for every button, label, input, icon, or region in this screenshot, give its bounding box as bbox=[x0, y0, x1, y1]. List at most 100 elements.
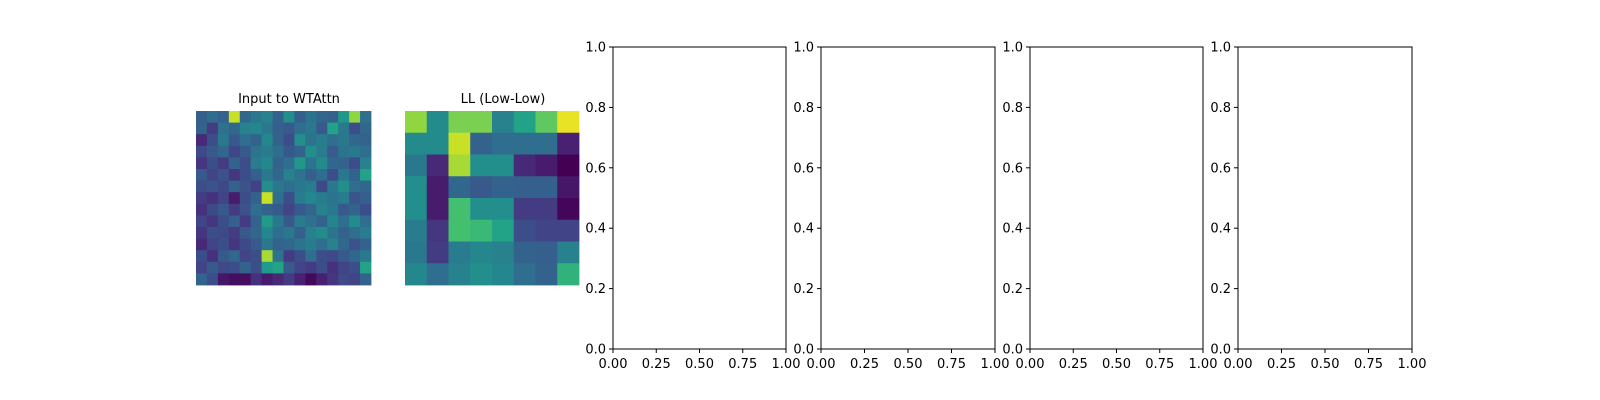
x-tick-label: 0.25 bbox=[850, 357, 879, 372]
y-tick-label: 0.6 bbox=[1002, 161, 1023, 176]
heatmap-cell bbox=[294, 203, 306, 216]
heatmap-cell bbox=[327, 134, 339, 147]
heatmap-cell bbox=[196, 157, 208, 170]
heatmap-cell bbox=[283, 111, 295, 123]
heatmap-cell bbox=[217, 261, 230, 274]
x-tick-label: 0.00 bbox=[807, 357, 836, 372]
x-tick-label: 0.25 bbox=[1059, 357, 1088, 372]
heatmap-cell bbox=[206, 180, 219, 193]
y-tick-label: 0.0 bbox=[1210, 343, 1231, 358]
heatmap-cell bbox=[316, 203, 328, 216]
heatmap-cell bbox=[305, 145, 317, 158]
heatmap-cell bbox=[228, 215, 241, 228]
heatmap-cell bbox=[196, 238, 208, 251]
heatmap-cell bbox=[492, 241, 515, 264]
heatmap-cell bbox=[272, 122, 284, 135]
x-tick-label: 0.50 bbox=[894, 357, 923, 372]
heatmap-cell bbox=[228, 238, 241, 251]
y-tick-label: 1.0 bbox=[1002, 41, 1023, 56]
heatmap-cell bbox=[360, 273, 372, 286]
heatmap-cell bbox=[261, 250, 273, 263]
heatmap-cell bbox=[206, 145, 219, 158]
heatmap-cell bbox=[513, 154, 536, 177]
heatmap-cell bbox=[349, 122, 361, 135]
heatmap-cell bbox=[360, 227, 372, 239]
heatmap-cell bbox=[261, 238, 273, 251]
heatmap-cell bbox=[492, 132, 515, 155]
heatmap-cell bbox=[272, 180, 284, 193]
x-tick-label: 0.50 bbox=[685, 357, 714, 372]
heatmap-cell bbox=[327, 238, 339, 251]
heatmap-cell bbox=[228, 111, 241, 123]
heatmap-cell bbox=[217, 273, 230, 286]
heatmap-cell bbox=[535, 241, 558, 264]
heatmap-cell bbox=[239, 203, 252, 216]
heatmap-cell bbox=[206, 250, 219, 263]
heatmap-cell bbox=[557, 111, 580, 134]
heatmap-cell bbox=[349, 157, 361, 170]
y-tick-label: 0.2 bbox=[1210, 282, 1231, 297]
heatmap-cell bbox=[305, 134, 317, 147]
heatmap-cell bbox=[360, 238, 372, 251]
heatmap-cell bbox=[349, 111, 361, 123]
heatmap-cell bbox=[305, 111, 317, 123]
heatmap-cell bbox=[250, 157, 263, 170]
heatmap-cell bbox=[217, 157, 230, 170]
heatmap-cell bbox=[283, 261, 295, 274]
heatmap-cell bbox=[196, 203, 208, 216]
heatmap-cell bbox=[239, 273, 252, 286]
heatmap-panel-input: Input to WTAttn bbox=[196, 92, 372, 286]
heatmap-cell bbox=[360, 180, 372, 193]
heatmap-cell bbox=[426, 111, 449, 134]
heatmap-cell bbox=[448, 219, 471, 242]
heatmap-cell bbox=[228, 145, 241, 158]
heatmap-cell bbox=[448, 176, 471, 199]
heatmap-cell bbox=[338, 238, 350, 251]
heatmap-cell bbox=[405, 132, 428, 155]
y-tick-label: 1.0 bbox=[585, 41, 606, 56]
heatmap-cell bbox=[338, 122, 350, 135]
heatmap-cell bbox=[305, 261, 317, 274]
y-tick-label: 0.8 bbox=[1002, 101, 1023, 116]
heatmap-cell bbox=[327, 111, 339, 123]
heatmap-cell bbox=[250, 134, 263, 147]
heatmap-cell bbox=[535, 198, 558, 221]
heatmap-cell bbox=[228, 157, 241, 170]
heatmap-cell bbox=[448, 154, 471, 177]
heatmap-cell bbox=[470, 111, 493, 134]
heatmap-cell bbox=[470, 198, 493, 221]
x-tick-label: 0.75 bbox=[1354, 357, 1383, 372]
heatmap-cell bbox=[196, 111, 208, 123]
heatmap-cell bbox=[327, 192, 339, 205]
heatmap-cell bbox=[196, 250, 208, 263]
heatmap-cell bbox=[206, 203, 219, 216]
heatmap-cell bbox=[261, 169, 273, 181]
heatmap-cell bbox=[196, 134, 208, 147]
heatmap-cell bbox=[239, 215, 252, 228]
heatmap-cell bbox=[349, 261, 361, 274]
heatmap-cell bbox=[470, 132, 493, 155]
heatmap-panel-ll: LL (Low-Low) bbox=[405, 92, 580, 286]
heatmap-cell bbox=[360, 203, 372, 216]
y-tick-label: 0.0 bbox=[585, 343, 606, 358]
heatmap-cell bbox=[294, 261, 306, 274]
heatmap-cell bbox=[272, 203, 284, 216]
heatmap-cell bbox=[261, 261, 273, 274]
heatmap-cell bbox=[360, 215, 372, 228]
heatmap-cell bbox=[294, 192, 306, 205]
heatmap-cell bbox=[261, 203, 273, 216]
heatmap-cell bbox=[316, 122, 328, 135]
heatmap-cell bbox=[206, 192, 219, 205]
heatmap-cell bbox=[557, 176, 580, 199]
heatmap-cell bbox=[206, 111, 219, 123]
heatmap-cell bbox=[239, 180, 252, 193]
heatmap-cell bbox=[327, 122, 339, 135]
heatmap-cell bbox=[316, 180, 328, 193]
heatmap-cell bbox=[250, 203, 263, 216]
heatmap-cell bbox=[513, 263, 536, 286]
heatmap-cell bbox=[349, 250, 361, 263]
heatmap-cell bbox=[272, 261, 284, 274]
heatmap-cell bbox=[338, 203, 350, 216]
x-tick-label: 0.75 bbox=[728, 357, 757, 372]
